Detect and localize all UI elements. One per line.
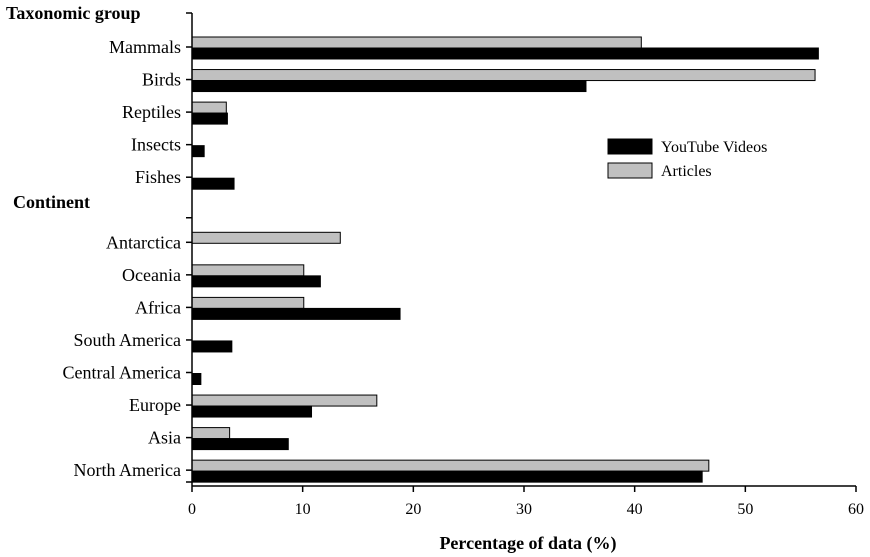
category-label: Central America [63,363,181,383]
category-label: South America [74,330,181,350]
youtube-bar [191,177,235,190]
articles-bar [191,101,227,114]
youtube-bar [191,373,202,385]
articles-bar [191,394,378,407]
category-label: Europe [129,395,181,415]
legend-swatch [607,162,653,179]
ticks-layer [186,12,857,492]
x-tick-label: 40 [627,501,643,518]
category-label: Oceania [122,265,181,285]
category-label: Fishes [135,167,181,187]
youtube-bar [191,405,313,418]
articles-bar [191,69,816,82]
youtube-bar [191,275,321,288]
category-label: Asia [148,428,181,448]
youtube-bar [191,307,401,320]
bars-layer [191,36,819,483]
articles-bar [191,427,231,440]
category-label: North America [74,460,181,480]
x-tick-label: 60 [848,501,864,518]
labels-layer: Taxonomic group Mammals Birds Reptiles Insec… [6,3,864,518]
x-tick-label: 10 [295,501,311,518]
legend: YouTube Videos Articles [607,138,767,180]
x-tick-label: 50 [737,501,753,518]
legend-swatch [607,138,653,155]
articles-bar [191,36,642,49]
category-label: Mammals [109,37,181,57]
articles-bar [191,459,710,472]
legend-label: Articles [661,163,712,180]
group-heading: Taxonomic group [6,3,141,23]
youtube-bar [191,80,587,93]
category-label: Africa [135,297,181,317]
youtube-bar [191,47,819,60]
youtube-bar [191,112,228,125]
category-label: Reptiles [122,102,181,122]
articles-bar [191,296,305,309]
category-label: Antarctica [106,232,181,252]
x-tick-label: 20 [405,501,421,518]
youtube-bar [191,145,205,158]
category-label: Insects [131,135,181,155]
x-tick-label: 0 [188,501,196,518]
group-heading: Continent [13,192,90,212]
youtube-bar [191,340,233,353]
articles-bar [191,231,341,244]
youtube-bar [191,470,703,483]
articles-bar [191,264,305,277]
youtube-bar [191,438,289,451]
x-tick-label: 30 [516,501,532,518]
x-axis-title: Percentage of data (%) [439,533,616,554]
category-label: Birds [142,70,181,90]
legend-label: YouTube Videos [661,139,767,156]
